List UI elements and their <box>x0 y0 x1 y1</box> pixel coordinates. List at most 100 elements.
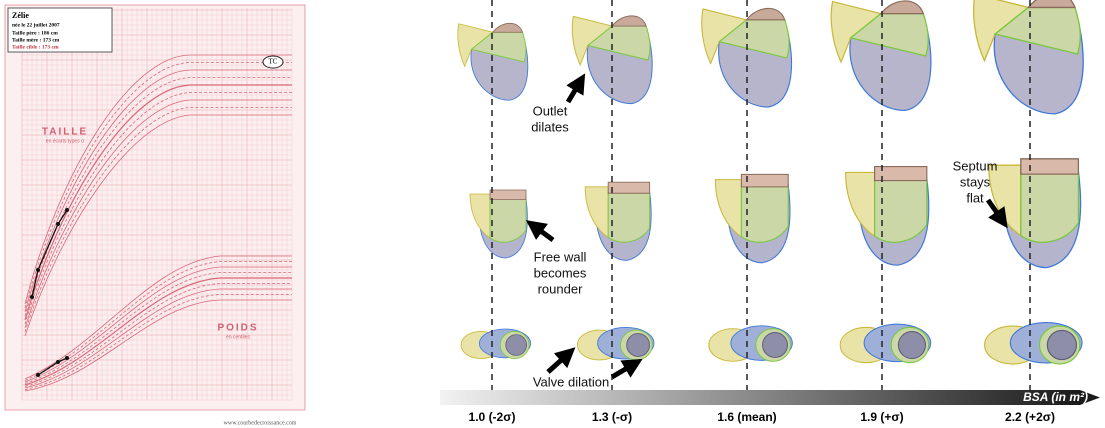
heart-top-view <box>972 0 1084 115</box>
heart-models <box>457 0 1084 365</box>
column-label: 1.9 (+σ) <box>860 410 903 424</box>
height-curve <box>24 69 292 313</box>
mother-height: Taille mère : 173 cm <box>12 37 60 43</box>
height-title: TAILLE <box>42 127 88 138</box>
heart-top-view <box>571 15 653 105</box>
record-points <box>30 208 69 377</box>
heart-part <box>571 15 614 67</box>
heart-part <box>1020 170 1080 243</box>
chart-paper <box>4 4 306 411</box>
heart-base-view <box>984 322 1083 365</box>
annotation: becomes <box>534 265 587 280</box>
column-label: 1.3 (-σ) <box>592 410 632 424</box>
annotation: stays <box>960 174 991 189</box>
heart-part <box>1046 329 1078 361</box>
heart-part <box>626 333 650 357</box>
heart-part <box>740 184 789 243</box>
heart-part <box>714 179 742 238</box>
heart-part <box>830 0 883 64</box>
target-marker-label: TC <box>269 58 278 66</box>
heart-part <box>701 8 748 65</box>
heart-part <box>993 6 1081 55</box>
weight-curve <box>24 288 292 389</box>
heart-base-view <box>708 325 793 362</box>
height-curve <box>24 107 292 333</box>
arrows <box>525 73 1008 380</box>
heart-part <box>611 15 647 27</box>
height-curve <box>24 77 292 317</box>
annotation: dilates <box>531 119 569 134</box>
bsa-arrowhead <box>1080 390 1100 405</box>
weight-curve <box>24 266 292 383</box>
heart-side-view <box>469 189 528 259</box>
column-labels: 1.0 (-2σ) 1.3 (-σ) 1.6 (mean) 1.9 (+σ) 2.2 (… <box>469 410 1055 424</box>
weight-title: POIDS <box>217 323 258 334</box>
heart-part <box>762 332 789 358</box>
height-curve <box>24 54 292 305</box>
height-curve <box>24 99 292 329</box>
target-height: Taille cible : 173 cm <box>12 44 59 50</box>
heart-part <box>849 13 929 57</box>
weight-curve <box>24 272 292 384</box>
height-subtitle: en écarts types σ <box>46 138 85 144</box>
father-height: Taille père : 186 cm <box>12 30 58 36</box>
heart-base-view <box>839 323 932 364</box>
website: www.courbedecroissance.com <box>224 420 297 426</box>
heart-part <box>607 190 651 243</box>
birth-date: née le 22 juillet 2007 <box>12 22 60 28</box>
heart-part <box>874 166 928 182</box>
heart-side-view <box>845 166 930 266</box>
weight-curve <box>24 255 292 380</box>
annotation: Valve dilation <box>533 374 609 389</box>
height-curve <box>24 114 292 337</box>
heart-part <box>897 330 926 360</box>
weight-curve <box>24 261 292 381</box>
column-guides <box>491 0 1031 390</box>
heart-part <box>879 0 925 15</box>
weight-curve <box>24 299 292 392</box>
heart-top-view <box>457 22 529 101</box>
heart-part <box>469 193 491 239</box>
info-box <box>7 7 113 53</box>
heart-part <box>845 171 876 238</box>
heart-part <box>489 197 527 243</box>
heart-side-view <box>988 158 1082 269</box>
heart-part <box>470 31 527 63</box>
heart-top-view <box>701 7 793 108</box>
column-label: 2.2 (+2σ) <box>1005 410 1055 424</box>
heart-part <box>1020 158 1080 175</box>
heart-part <box>584 186 609 239</box>
weight-subtitle: en centiles <box>226 334 250 340</box>
heart-part <box>972 0 1030 63</box>
heart-side-view <box>584 181 652 261</box>
growth-chart: Zélie née le 22 juillet 2007 Taille père… <box>4 4 306 426</box>
heart-part <box>457 23 494 68</box>
column-label: 1.0 (-2σ) <box>469 410 516 424</box>
heart-side-view <box>714 173 791 264</box>
reference-curves <box>24 54 292 392</box>
heart-base-view <box>460 328 532 360</box>
heart-part <box>491 22 524 33</box>
bsa-bar <box>440 390 1080 405</box>
heart-part <box>874 177 928 243</box>
heart-part <box>988 164 1022 237</box>
weight-curve <box>24 283 292 387</box>
patient-name: Zélie <box>12 11 29 20</box>
heart-base-view <box>576 326 655 361</box>
column-label: 1.6 (mean) <box>717 410 776 424</box>
weight-curve <box>24 277 292 386</box>
annotation: Free wall <box>534 249 587 264</box>
axis-title: BSA (in m²) <box>1023 390 1088 404</box>
weight-curve <box>24 294 292 390</box>
annotation: Outlet <box>533 103 568 118</box>
heart-part <box>740 173 789 188</box>
target-marker <box>262 55 284 69</box>
height-curve <box>24 62 292 309</box>
annotation: rounder <box>538 281 583 296</box>
height-curve <box>24 92 292 325</box>
grid <box>21 8 293 401</box>
heart-part <box>607 181 651 194</box>
height-record <box>31 209 68 298</box>
